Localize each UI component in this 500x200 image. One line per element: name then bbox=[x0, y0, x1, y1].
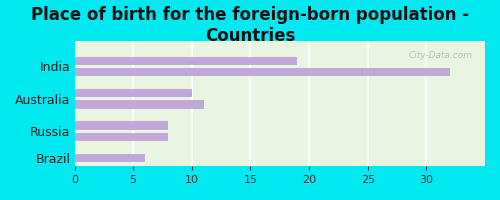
Bar bbox=[74, 57, 298, 65]
Bar bbox=[74, 121, 168, 130]
Bar bbox=[74, 89, 192, 97]
Bar bbox=[74, 68, 450, 76]
Bar bbox=[74, 133, 168, 141]
Bar bbox=[74, 154, 145, 162]
Text: Place of birth for the foreign-born population -
Countries: Place of birth for the foreign-born popu… bbox=[31, 6, 469, 45]
Text: City-Data.com: City-Data.com bbox=[408, 51, 472, 60]
Bar bbox=[74, 100, 204, 109]
